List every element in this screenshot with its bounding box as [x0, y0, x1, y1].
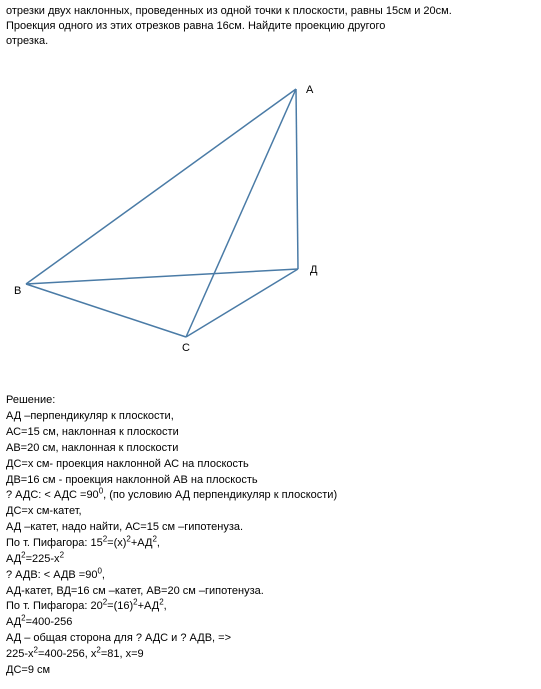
solution-line: ? АДВ: < АДВ =900, [6, 568, 535, 583]
figure-svg: А В С Д [6, 79, 366, 359]
vertex-label-d: Д [310, 264, 318, 276]
solution-line: ДС=9 см [6, 663, 535, 678]
solution-line: По т. Пифагора: 152=(х)2+АД2, [6, 536, 535, 551]
vertex-label-c: С [182, 342, 190, 354]
solution-line: АД2=400-256 [6, 615, 535, 630]
solution-line: ? АДС: < АДС =900, (по условию АД перпен… [6, 488, 535, 503]
solution-line: 225-х2=400-256, х2=81, х=9 [6, 647, 535, 662]
solution-line: АД –катет, надо найти, АС=15 см –гипотен… [6, 520, 535, 535]
problem-line1: отрезки двух наклонных, проведенных из о… [6, 4, 535, 19]
solution-line: АС=15 см, наклонная к плоскости [6, 425, 535, 440]
solution-line: АВ=20 см, наклонная к плоскости [6, 441, 535, 456]
problem-statement: отрезки двух наклонных, проведенных из о… [6, 4, 535, 49]
solution-line: ДС=х см-катет, [6, 504, 535, 519]
geometry-figure: А В С Д [6, 79, 535, 364]
solution-line: Решение: [6, 393, 535, 408]
vertex-label-a: А [306, 84, 314, 96]
solution-line: ДС=х см- проекция наклонной АС на плоско… [6, 457, 535, 472]
solution-block: Решение: АД –перпендикуляр к плоскости, … [6, 393, 535, 677]
solution-line: АД –перпендикуляр к плоскости, [6, 409, 535, 424]
solution-line: ДВ=16 см - проекция наклонной АВ на плос… [6, 473, 535, 488]
vertex-label-b: В [14, 285, 21, 297]
solution-line: АД2=225-х2 [6, 552, 535, 567]
solution-line: По т. Пифагора: 202=(16)2+АД2, [6, 599, 535, 614]
solution-line: АД – общая сторона для ? АДС и ? АДВ, => [6, 631, 535, 646]
problem-line3: отрезка. [6, 34, 535, 49]
problem-line2: Проекция одного из этих отрезков равна 1… [6, 19, 535, 34]
solution-line: АД-катет, ВД=16 см –катет, АВ=20 см –гип… [6, 584, 535, 599]
